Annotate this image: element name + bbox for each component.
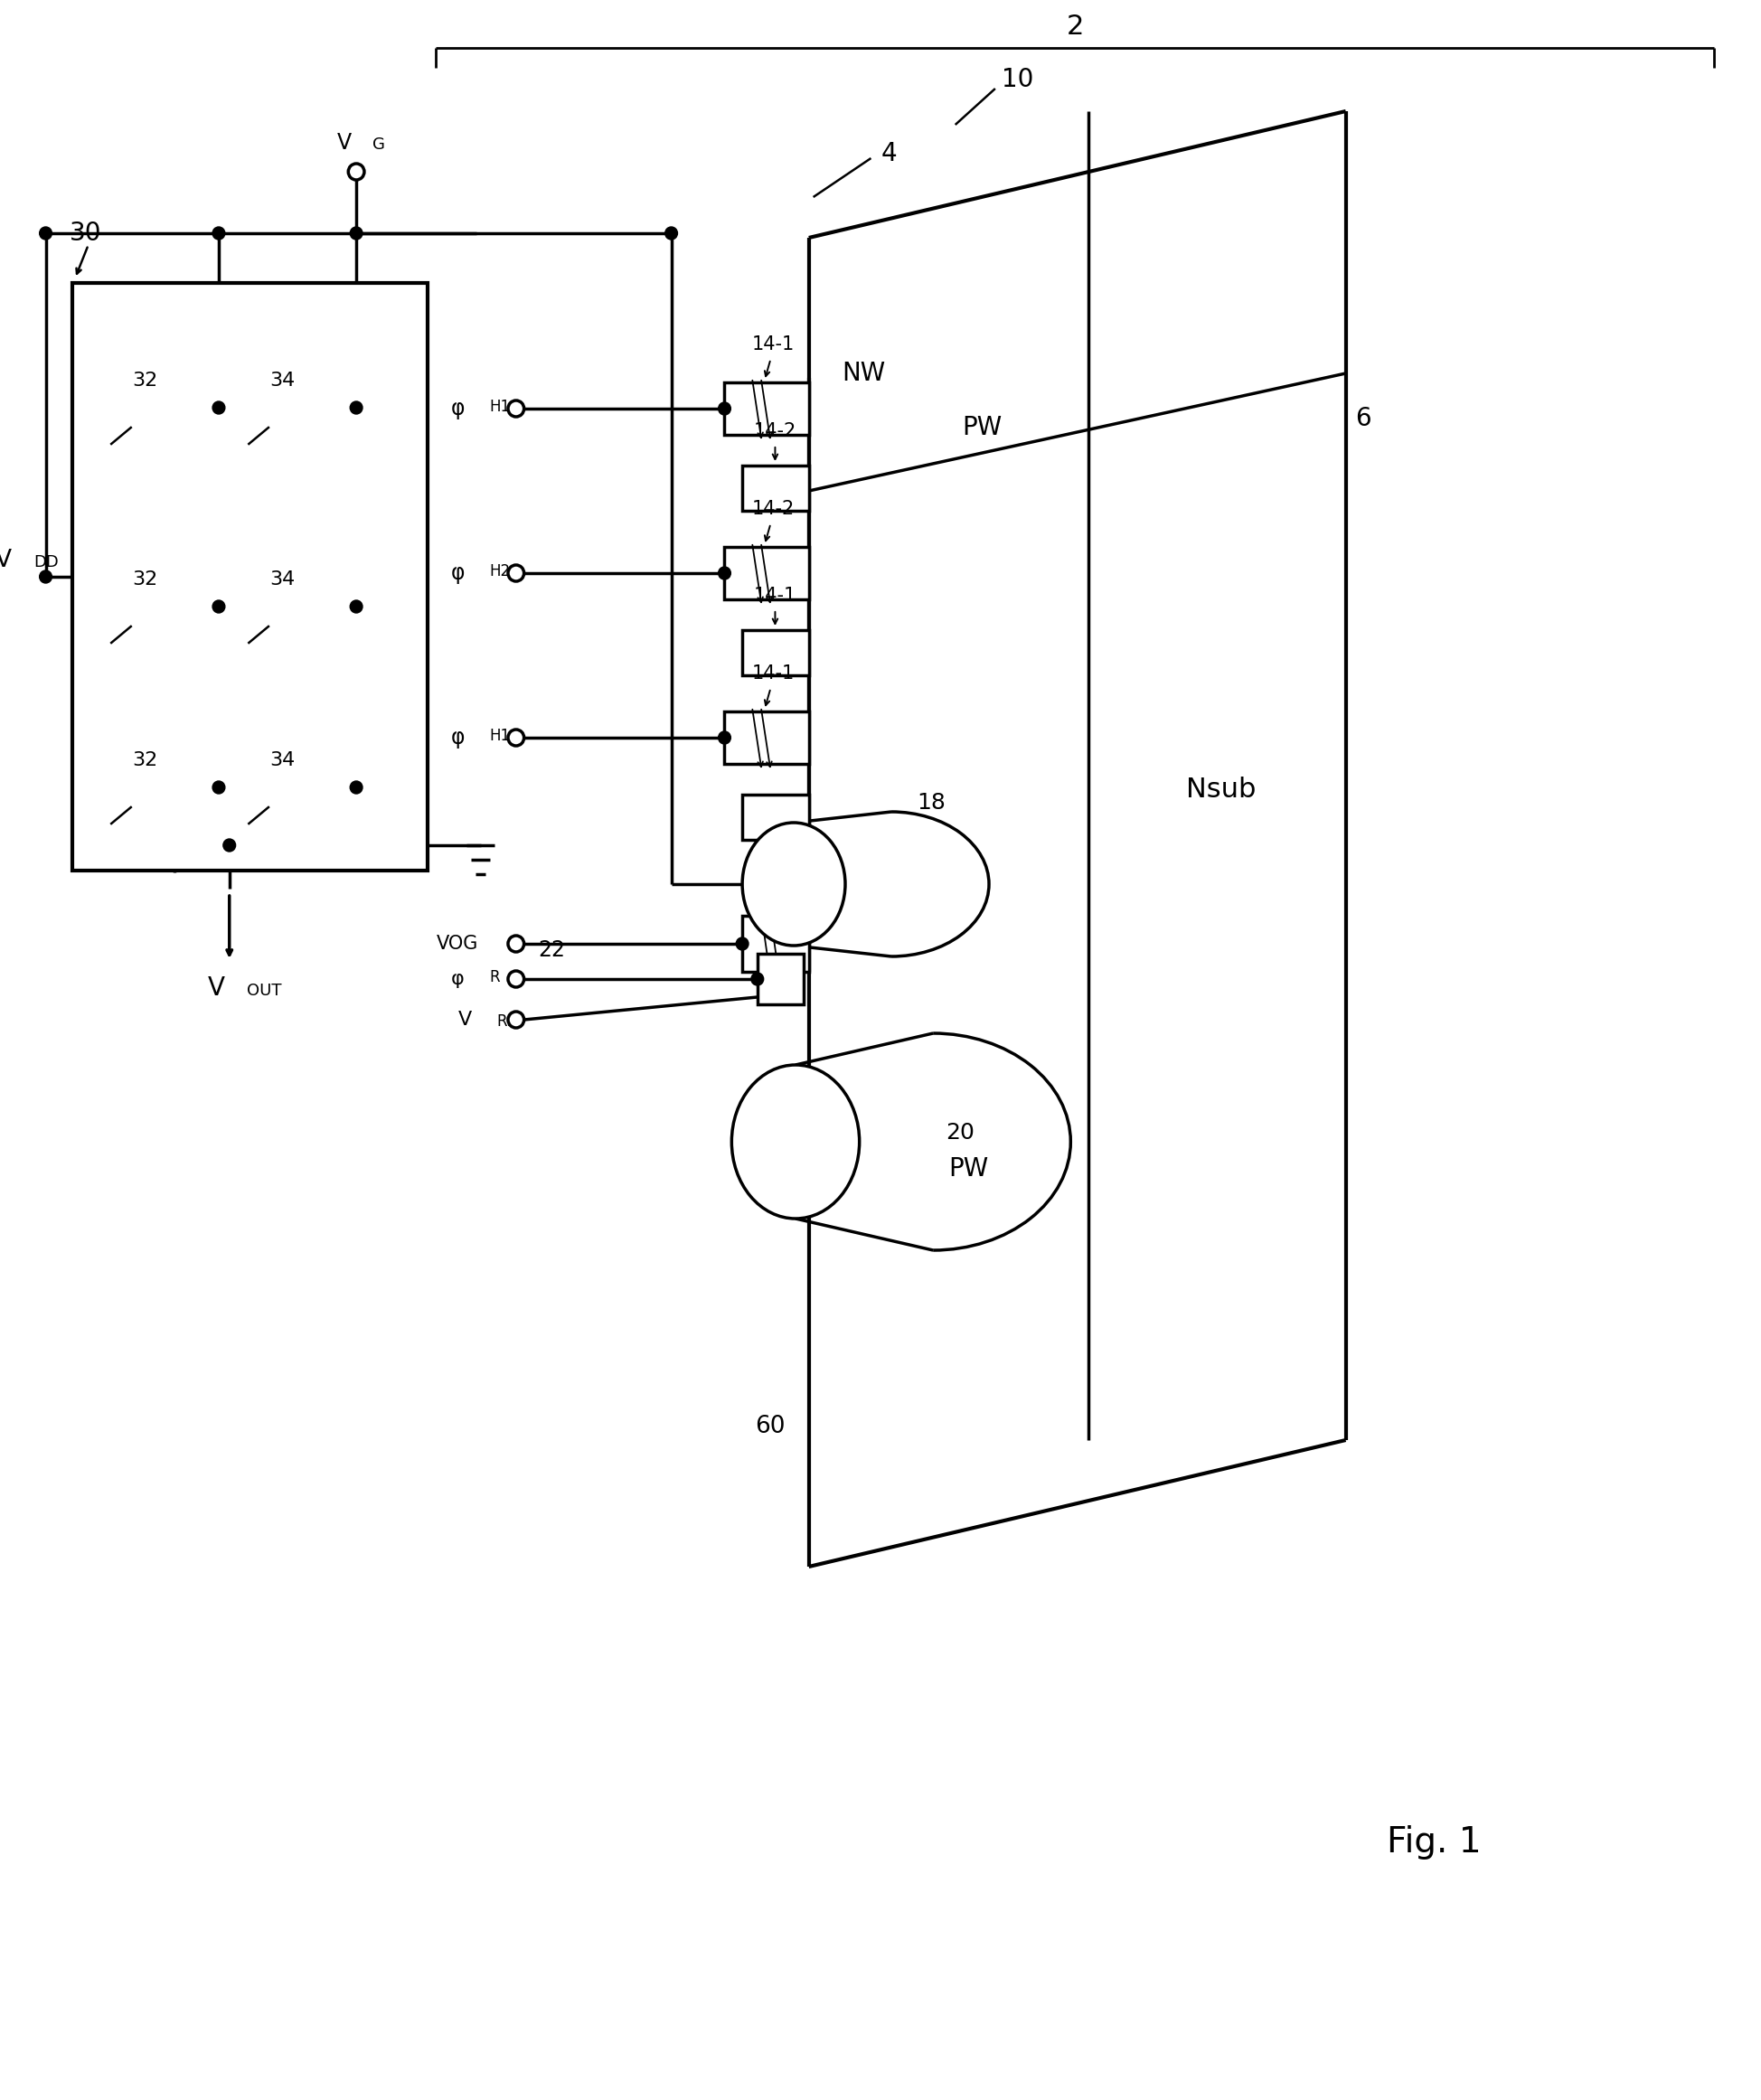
Text: φ: φ — [451, 563, 465, 584]
Text: 34: 34 — [269, 571, 296, 588]
Text: 60: 60 — [755, 1415, 785, 1438]
Circle shape — [349, 164, 365, 181]
Text: 2: 2 — [1067, 15, 1083, 40]
Bar — [724, 382, 808, 435]
Text: 22: 22 — [537, 939, 565, 962]
Circle shape — [507, 970, 525, 987]
Text: 32: 32 — [132, 571, 158, 588]
Bar — [743, 916, 808, 972]
Text: H1: H1 — [490, 729, 511, 743]
Circle shape — [213, 781, 225, 794]
Circle shape — [718, 403, 731, 416]
Text: N⁺: N⁺ — [782, 876, 805, 892]
Circle shape — [718, 731, 731, 743]
Text: PW: PW — [949, 1157, 988, 1182]
Bar — [743, 466, 808, 510]
Bar — [743, 794, 808, 840]
Circle shape — [752, 972, 764, 985]
Bar — [724, 712, 808, 764]
Bar — [724, 546, 808, 598]
Circle shape — [350, 227, 363, 239]
Text: 14-1: 14-1 — [752, 664, 794, 682]
Text: H2: H2 — [490, 563, 511, 580]
Bar — [743, 630, 808, 676]
Text: φ: φ — [451, 970, 465, 989]
Text: RD: RD — [497, 1014, 519, 1029]
Text: PW: PW — [962, 416, 1002, 441]
Circle shape — [39, 571, 51, 584]
Bar — [72, 284, 428, 871]
Text: 14-2: 14-2 — [754, 422, 796, 441]
Text: 30: 30 — [70, 220, 102, 246]
Text: V: V — [208, 974, 225, 1002]
Text: φ: φ — [451, 727, 465, 748]
Circle shape — [507, 937, 525, 951]
Text: φ: φ — [451, 397, 465, 420]
Text: Fig. 1: Fig. 1 — [1388, 1825, 1481, 1858]
Text: 14-1: 14-1 — [754, 586, 796, 605]
Text: 14-1: 14-1 — [752, 336, 794, 353]
Circle shape — [213, 601, 225, 613]
Circle shape — [350, 401, 363, 414]
Circle shape — [507, 565, 525, 582]
Circle shape — [718, 567, 731, 580]
Ellipse shape — [743, 823, 845, 945]
Text: VOG: VOG — [437, 935, 479, 953]
Circle shape — [736, 937, 748, 949]
Circle shape — [350, 601, 363, 613]
Text: DD: DD — [33, 554, 58, 571]
Circle shape — [507, 1012, 525, 1027]
Text: G: G — [372, 136, 386, 153]
Text: R: R — [490, 968, 500, 985]
Circle shape — [350, 781, 363, 794]
Text: 16: 16 — [763, 871, 787, 888]
Text: 34: 34 — [269, 752, 296, 769]
Text: 32: 32 — [132, 752, 158, 769]
Text: 4: 4 — [880, 141, 896, 166]
Circle shape — [507, 401, 525, 416]
Circle shape — [39, 227, 51, 239]
Circle shape — [213, 227, 225, 239]
Text: 6: 6 — [1356, 405, 1372, 430]
Text: V: V — [338, 132, 352, 153]
Text: 18: 18 — [917, 792, 946, 813]
Text: V: V — [458, 1010, 472, 1029]
Text: 34: 34 — [269, 372, 296, 391]
Text: 20: 20 — [946, 1121, 974, 1144]
Text: Nsub: Nsub — [1187, 777, 1256, 802]
Text: OUT: OUT — [247, 983, 282, 1000]
Circle shape — [507, 729, 525, 745]
Text: 32: 32 — [132, 372, 158, 391]
Text: 14-2: 14-2 — [752, 500, 794, 519]
Ellipse shape — [731, 1065, 859, 1218]
Circle shape — [213, 401, 225, 414]
Text: NW: NW — [842, 361, 886, 386]
Text: V: V — [0, 548, 12, 571]
Text: H1: H1 — [490, 399, 511, 416]
Text: N⁺: N⁺ — [784, 1134, 807, 1151]
Circle shape — [666, 227, 678, 239]
Text: 10: 10 — [1002, 67, 1034, 92]
Circle shape — [224, 838, 236, 853]
Bar — [757, 953, 803, 1004]
